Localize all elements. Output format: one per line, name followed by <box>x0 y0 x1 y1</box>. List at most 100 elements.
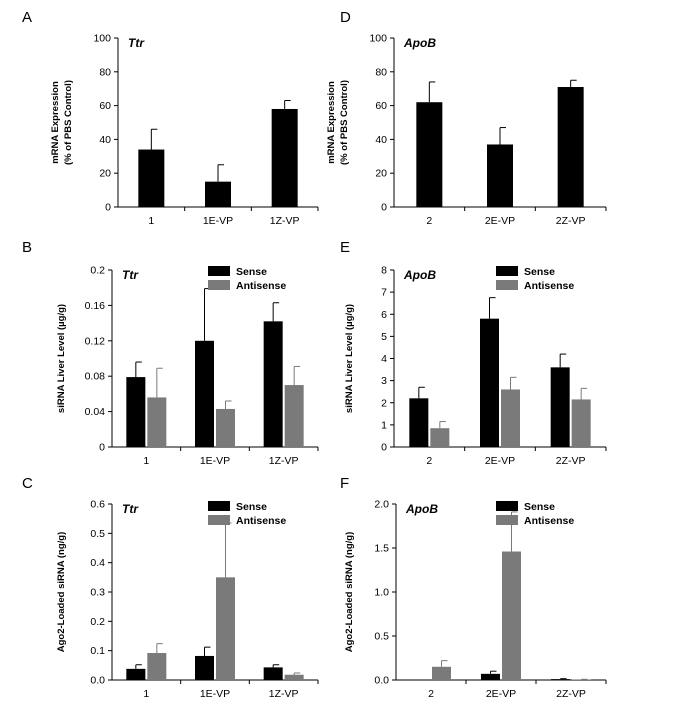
x-category-label: 2Z-VP <box>556 455 586 467</box>
y-tick-label: 0.2 <box>90 265 105 277</box>
panel-title: ApoB <box>405 502 438 516</box>
y-tick-label: 0.16 <box>85 300 106 312</box>
bar-sense <box>409 398 429 447</box>
x-category-label: 2E-VP <box>486 688 516 700</box>
bar-value <box>557 87 584 207</box>
y-tick-label: 0.5 <box>90 528 105 540</box>
y-tick-label: 3 <box>381 375 387 387</box>
bar-antisense <box>147 653 167 680</box>
x-category-label: 1Z-VP <box>269 688 299 700</box>
legend-label: Sense <box>524 266 555 278</box>
y-tick-label: 0.0 <box>90 675 105 687</box>
bar-sense <box>195 655 214 680</box>
x-category-label: 1E-VP <box>200 688 230 700</box>
y-axis-label: (% of PBS Control) <box>339 80 350 165</box>
legend-swatch <box>496 501 518 511</box>
bar-sense <box>550 367 570 447</box>
x-category-label: 2Z-VP <box>556 215 586 227</box>
chart-panel-c: C 0.0 0.1 0.2 0.3 0.4 0.5 0.6 1 1E-VP 1Z-VP Ago2-Lo… <box>22 475 319 700</box>
x-category-label: 1 <box>143 455 149 467</box>
panel-title: Ttr <box>128 36 145 50</box>
y-tick-label: 0.4 <box>90 557 105 569</box>
y-tick-label: 20 <box>375 168 387 180</box>
y-tick-label: 1.5 <box>374 543 389 555</box>
y-tick-label: 100 <box>93 33 111 45</box>
panel-letter: E <box>340 239 350 256</box>
x-category-label: 2 <box>426 215 432 227</box>
y-tick-label: 8 <box>381 265 387 277</box>
y-axis-label: (% of PBS Control) <box>63 80 74 165</box>
y-tick-label: 60 <box>375 100 387 112</box>
y-tick-label: 0.2 <box>90 616 105 628</box>
y-tick-label: 4 <box>381 353 387 365</box>
bar-sense <box>263 667 283 680</box>
x-category-label: 1E-VP <box>200 455 230 467</box>
y-tick-label: 40 <box>375 134 387 146</box>
legend-label: Sense <box>236 501 267 513</box>
y-tick-label: 2.0 <box>374 499 389 511</box>
legend-label: Sense <box>524 501 555 513</box>
legend-swatch <box>208 501 230 511</box>
y-tick-label: 0.3 <box>90 587 105 599</box>
bar-value <box>138 149 165 207</box>
bar-sense <box>195 340 214 447</box>
y-tick-label: 100 <box>369 33 387 45</box>
bar-antisense <box>216 408 235 447</box>
bar-sense <box>126 377 146 447</box>
legend-label: Antisense <box>236 515 286 527</box>
panel-letter: A <box>22 9 32 26</box>
bar-antisense <box>571 399 591 447</box>
y-tick-label: 20 <box>99 168 111 180</box>
bar-sense <box>481 673 500 680</box>
x-category-label: 2E-VP <box>485 455 515 467</box>
bar-antisense <box>501 389 520 447</box>
x-category-label: 2 <box>428 688 434 700</box>
y-axis-label: mRNA Expression <box>326 81 337 164</box>
x-category-label: 1 <box>143 688 149 700</box>
bar-antisense <box>147 397 167 447</box>
y-tick-label: 0.6 <box>90 499 105 511</box>
legend-label: Antisense <box>524 280 574 292</box>
legend-swatch <box>208 280 230 290</box>
bar-antisense <box>284 674 304 680</box>
chart-panel-a: A 0 20 40 60 80 100 1 1E-VP 1Z-VP mRNA Expression(… <box>22 9 319 227</box>
chart-panel-d: D 0 20 40 60 80 100 2 2E-VP 2Z-VP mRNA Expression(… <box>326 9 607 227</box>
y-tick-label: 80 <box>375 66 387 78</box>
y-tick-label: 80 <box>99 66 111 78</box>
y-axis-label: Ago2-Loaded siRNA (ng/g) <box>344 532 355 653</box>
bar-value <box>205 181 231 207</box>
legend-label: Antisense <box>524 515 574 527</box>
panel-title: ApoB <box>403 268 436 282</box>
y-tick-label: 60 <box>99 100 111 112</box>
panel-letter: C <box>22 475 33 492</box>
bar-value <box>271 108 298 207</box>
legend-label: Sense <box>236 266 267 278</box>
bar-sense <box>551 679 570 680</box>
y-tick-label: 0.04 <box>85 406 106 418</box>
y-tick-label: 1 <box>381 419 387 431</box>
x-category-label: 1Z-VP <box>270 215 300 227</box>
x-category-label: 1Z-VP <box>269 455 299 467</box>
y-tick-label: 0 <box>381 442 387 454</box>
y-axis-label: siRNA Liver Level (µg/g) <box>56 304 67 413</box>
bar-antisense <box>430 428 450 447</box>
chart-panel-e: E 0 1 2 3 4 5 6 7 8 2 2E-VP 2Z-VP siRNA Liver Level (… <box>340 239 607 467</box>
bar-antisense <box>502 551 521 680</box>
y-tick-label: 0.1 <box>90 645 105 657</box>
panel-letter: D <box>340 9 351 26</box>
y-tick-label: 5 <box>381 331 387 343</box>
chart-panel-b: B 0 0.04 0.08 0.12 0.16 0.2 1 1E-VP 1Z-VP siRNA Li… <box>22 239 319 467</box>
legend-swatch <box>496 280 518 290</box>
panel-letter: B <box>22 239 32 256</box>
panel-title: ApoB <box>403 36 436 50</box>
y-axis-label: Ago2-Loaded siRNA (ng/g) <box>56 532 67 653</box>
panel-title: Ttr <box>122 268 139 282</box>
y-tick-label: 0.12 <box>85 335 106 347</box>
bar-sense <box>480 318 499 447</box>
legend-swatch <box>496 515 518 525</box>
bar-antisense <box>432 666 451 680</box>
y-tick-label: 0.08 <box>85 371 106 383</box>
legend-swatch <box>208 266 230 276</box>
bar-sense <box>263 321 283 447</box>
